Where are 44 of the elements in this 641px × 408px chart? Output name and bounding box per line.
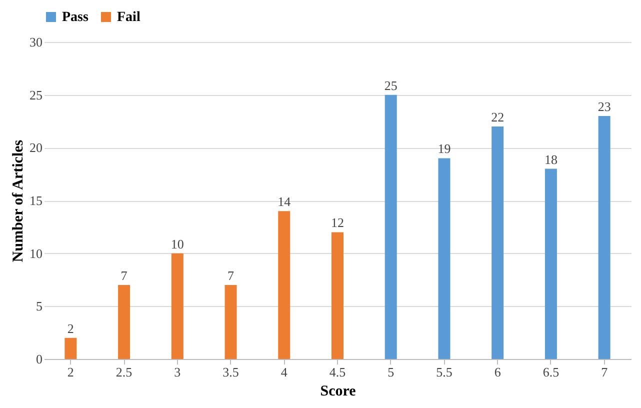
y-tick-label: 20 bbox=[30, 140, 42, 156]
x-tick-label: 6.5 bbox=[542, 364, 560, 380]
bar bbox=[332, 232, 344, 359]
data-label: 14 bbox=[278, 194, 292, 210]
bar bbox=[492, 126, 504, 359]
x-tick-label: 4.5 bbox=[329, 364, 346, 380]
y-tick-label: 15 bbox=[30, 193, 42, 208]
x-tick-label: 5.5 bbox=[436, 364, 452, 380]
y-tick-label: 0 bbox=[36, 352, 42, 366]
x-tick-label: 3.5 bbox=[222, 364, 239, 380]
y-tick-label: 30 bbox=[30, 34, 42, 50]
y-tick-label: 5 bbox=[36, 298, 42, 314]
data-label: 10 bbox=[170, 236, 184, 252]
bar bbox=[118, 285, 130, 359]
x-tick-label: 4 bbox=[280, 364, 288, 380]
y-tick-label: 10 bbox=[30, 246, 42, 261]
bar bbox=[171, 253, 184, 359]
x-tick-label: 5 bbox=[388, 364, 394, 380]
bar bbox=[438, 158, 450, 359]
data-label: 18 bbox=[544, 152, 558, 167]
bar bbox=[278, 211, 290, 359]
legend-label: Pass bbox=[62, 10, 89, 25]
x-tick-label: 2 bbox=[67, 364, 74, 380]
data-label: 25 bbox=[384, 78, 398, 93]
x-tick-label: 2.5 bbox=[116, 364, 132, 380]
bar bbox=[64, 338, 77, 359]
legend-label: Fail bbox=[117, 10, 140, 25]
data-label: 7 bbox=[228, 268, 235, 284]
data-label: 23 bbox=[598, 98, 611, 114]
data-label: 12 bbox=[331, 215, 344, 230]
data-label: 2 bbox=[67, 320, 74, 336]
x-tick-label: 7 bbox=[601, 364, 608, 380]
bar bbox=[544, 168, 557, 359]
x-tick-label: 6 bbox=[494, 364, 502, 380]
data-label: 22 bbox=[491, 110, 504, 125]
x-axis-title: Score bbox=[320, 384, 356, 400]
bar bbox=[224, 285, 237, 359]
bar bbox=[384, 94, 397, 359]
y-tick-label: 25 bbox=[30, 87, 42, 102]
data-label: 19 bbox=[438, 141, 451, 156]
x-tick-label: 3 bbox=[174, 364, 181, 380]
y-axis-title: Number of Articles bbox=[10, 140, 26, 262]
data-label: 7 bbox=[120, 268, 128, 284]
bar bbox=[598, 116, 610, 359]
